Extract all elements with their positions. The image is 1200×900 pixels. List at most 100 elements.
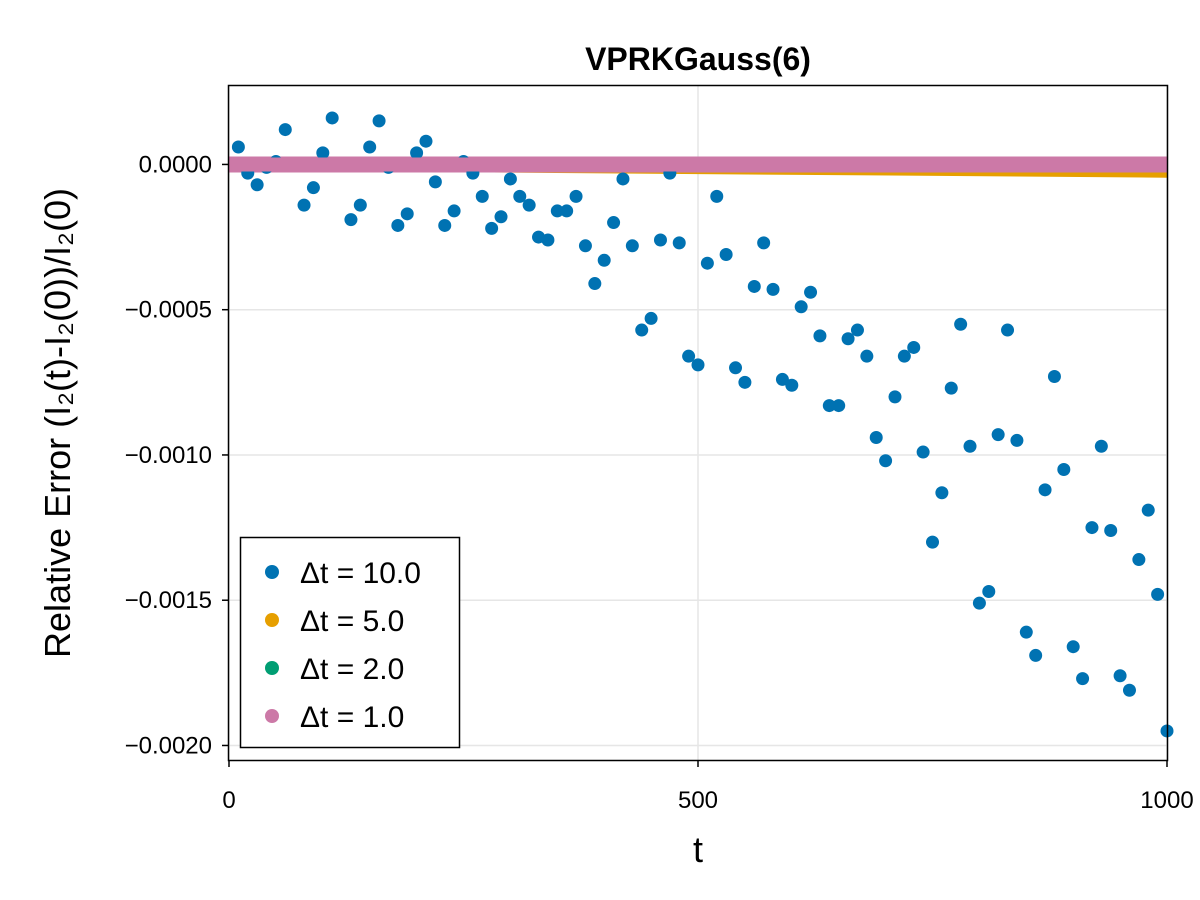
legend-marker	[265, 613, 279, 627]
data-point	[1151, 587, 1165, 601]
legend-marker	[265, 565, 279, 579]
x-tick-label: 1000	[1140, 787, 1193, 814]
data-point	[503, 172, 517, 186]
data-point	[916, 445, 930, 459]
data-point	[850, 323, 864, 337]
data-point	[954, 317, 968, 331]
data-point	[757, 236, 771, 250]
data-point	[278, 123, 292, 137]
data-point	[1019, 625, 1033, 639]
x-axis-title: t	[693, 829, 703, 870]
data-point	[766, 282, 780, 296]
data-point	[607, 216, 621, 230]
data-point	[419, 134, 433, 148]
x-tick-label: 500	[678, 787, 718, 814]
data-point	[672, 236, 686, 250]
data-point	[785, 378, 799, 392]
data-point	[438, 218, 452, 232]
data-point	[738, 375, 752, 389]
data-point	[682, 349, 696, 363]
data-point	[860, 349, 874, 363]
data-point	[541, 233, 555, 247]
data-point	[306, 181, 320, 195]
data-point	[991, 428, 1005, 442]
data-point	[719, 248, 733, 261]
y-tick-label: −0.0015	[125, 587, 212, 614]
data-point	[400, 207, 414, 221]
x-tick-label: 0	[222, 787, 235, 814]
data-point	[344, 213, 358, 227]
data-point	[1104, 523, 1118, 537]
chart-title: VPRKGauss(6)	[585, 41, 811, 77]
tick-labels: 0 500 1000 0.0000 −0.0005 −0.0010 −0.0015 −0.00…	[125, 151, 1194, 814]
y-tick-label: −0.0005	[125, 297, 212, 324]
data-point	[729, 361, 743, 375]
data-point	[325, 111, 339, 125]
data-point	[1047, 370, 1061, 384]
data-point	[879, 454, 893, 468]
data-point	[832, 399, 846, 413]
data-point	[794, 300, 808, 314]
data-point	[513, 189, 527, 203]
data-point	[428, 175, 442, 189]
data-point	[897, 349, 911, 363]
data-point	[935, 486, 949, 500]
data-point	[1066, 640, 1080, 654]
data-point	[616, 172, 630, 186]
data-point	[841, 332, 855, 346]
data-point	[597, 253, 611, 267]
data-point	[588, 277, 602, 291]
legend-marker	[265, 661, 279, 675]
legend-label: Δt = 5.0	[300, 605, 404, 638]
data-point	[391, 218, 405, 232]
data-point	[372, 114, 386, 128]
data-point	[822, 399, 836, 413]
data-point	[775, 372, 789, 386]
data-point	[747, 279, 761, 293]
data-point	[316, 146, 330, 160]
data-point	[485, 221, 499, 235]
data-point	[869, 431, 883, 445]
data-point	[813, 329, 827, 343]
data-point	[888, 390, 902, 404]
data-point	[1094, 439, 1108, 453]
data-point	[972, 596, 986, 610]
data-point	[700, 256, 714, 270]
data-point	[1057, 462, 1071, 476]
data-point	[578, 239, 592, 253]
data-point	[804, 285, 818, 299]
data-point	[250, 178, 264, 192]
data-point	[1010, 433, 1024, 447]
data-point	[625, 239, 639, 253]
legend-label: Δt = 1.0	[300, 701, 404, 734]
data-point	[1029, 648, 1043, 662]
data-point	[560, 204, 574, 218]
data-point	[1038, 483, 1052, 497]
data-point	[363, 140, 377, 154]
data-point	[1141, 503, 1155, 517]
data-point	[635, 323, 649, 337]
data-point	[353, 198, 367, 212]
data-point	[475, 189, 489, 203]
data-point	[297, 198, 311, 212]
data-point	[1113, 669, 1127, 683]
data-point	[494, 210, 508, 224]
data-point	[1076, 672, 1090, 686]
data-point	[644, 311, 658, 325]
data-point	[653, 233, 667, 247]
data-point	[447, 204, 461, 218]
legend: Δt = 10.0 Δt = 5.0 Δt = 2.0 Δt = 1.0	[239, 536, 461, 749]
data-point	[522, 198, 536, 212]
data-point	[231, 140, 245, 154]
data-point	[907, 340, 921, 354]
series-layer	[228, 111, 1174, 738]
data-point	[963, 439, 977, 453]
legend-marker	[265, 709, 279, 723]
data-point	[691, 358, 705, 372]
series-points-0	[231, 111, 1174, 738]
y-axis-title: Relative Error (I₂(t)-I₂(0))/I₂(0)	[37, 188, 78, 658]
legend-label: Δt = 10.0	[300, 557, 421, 590]
y-tick-label: −0.0020	[125, 732, 212, 759]
data-point	[710, 189, 724, 203]
